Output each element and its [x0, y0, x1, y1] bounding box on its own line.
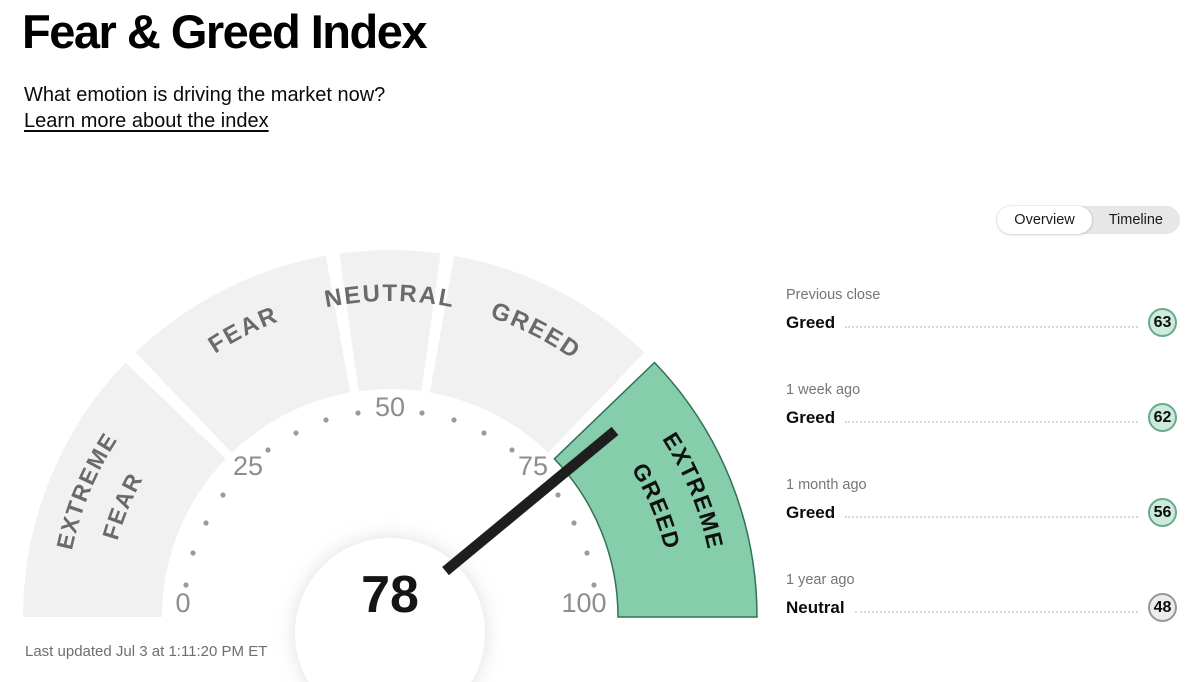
- dotted-leader: [845, 325, 1138, 328]
- gauge-center-value: 78: [361, 566, 419, 624]
- gauge-tick-label-100: 100: [561, 588, 606, 618]
- gauge-segment-extreme-greed-active: [553, 361, 758, 618]
- gauge-tick-label-0: 0: [175, 588, 190, 618]
- history-period: Previous close: [786, 287, 881, 303]
- view-toggle: Overview Timeline: [997, 206, 1180, 234]
- history-panel: Previous close Greed 63 1 week ago Greed…: [786, 287, 1177, 667]
- gauge-tick-label-50: 50: [375, 392, 405, 422]
- gauge-segment-extreme-fear: [22, 362, 226, 617]
- history-period: 1 year ago: [786, 572, 855, 588]
- history-row-previous-close: Previous close Greed 63: [786, 287, 1177, 337]
- history-zone: Greed: [786, 502, 836, 522]
- page-subtitle: What emotion is driving the market now?: [24, 84, 386, 106]
- gauge-minor-ticks: [183, 410, 597, 588]
- dotted-leader: [845, 420, 1138, 423]
- history-zone: Greed: [786, 312, 836, 332]
- history-value-badge: 62: [1148, 403, 1177, 432]
- history-value-badge: 56: [1148, 498, 1177, 527]
- history-value-badge: 63: [1148, 308, 1177, 337]
- history-period: 1 month ago: [786, 477, 867, 493]
- history-zone: Greed: [786, 407, 836, 427]
- gauge-tick-label-25: 25: [233, 451, 263, 481]
- history-value-badge: 48: [1148, 593, 1177, 622]
- history-row-1-week: 1 week ago Greed 62: [786, 382, 1177, 432]
- gauge-segment-greed: [429, 255, 645, 453]
- dotted-leader: [854, 610, 1138, 613]
- dotted-leader: [845, 515, 1138, 518]
- learn-more-link[interactable]: Learn more about the index: [24, 110, 269, 132]
- history-period: 1 week ago: [786, 382, 861, 398]
- history-row-1-month: 1 month ago Greed 56: [786, 477, 1177, 527]
- gauge-tick-label-75: 75: [518, 451, 548, 481]
- last-updated: Last updated Jul 3 at 1:11:20 PM ET: [25, 643, 268, 660]
- toggle-option-overview[interactable]: Overview: [997, 206, 1092, 234]
- history-row-1-year: 1 year ago Neutral 48: [786, 572, 1177, 622]
- toggle-option-timeline[interactable]: Timeline: [1108, 212, 1163, 228]
- gauge-hub: [295, 538, 485, 682]
- gauge-segment-fear: [135, 255, 351, 453]
- page-title: Fear & Greed Index: [22, 5, 428, 58]
- gauge-needle: [442, 426, 619, 576]
- gauge-segment-neutral: [339, 249, 441, 392]
- history-zone: Neutral: [786, 597, 845, 617]
